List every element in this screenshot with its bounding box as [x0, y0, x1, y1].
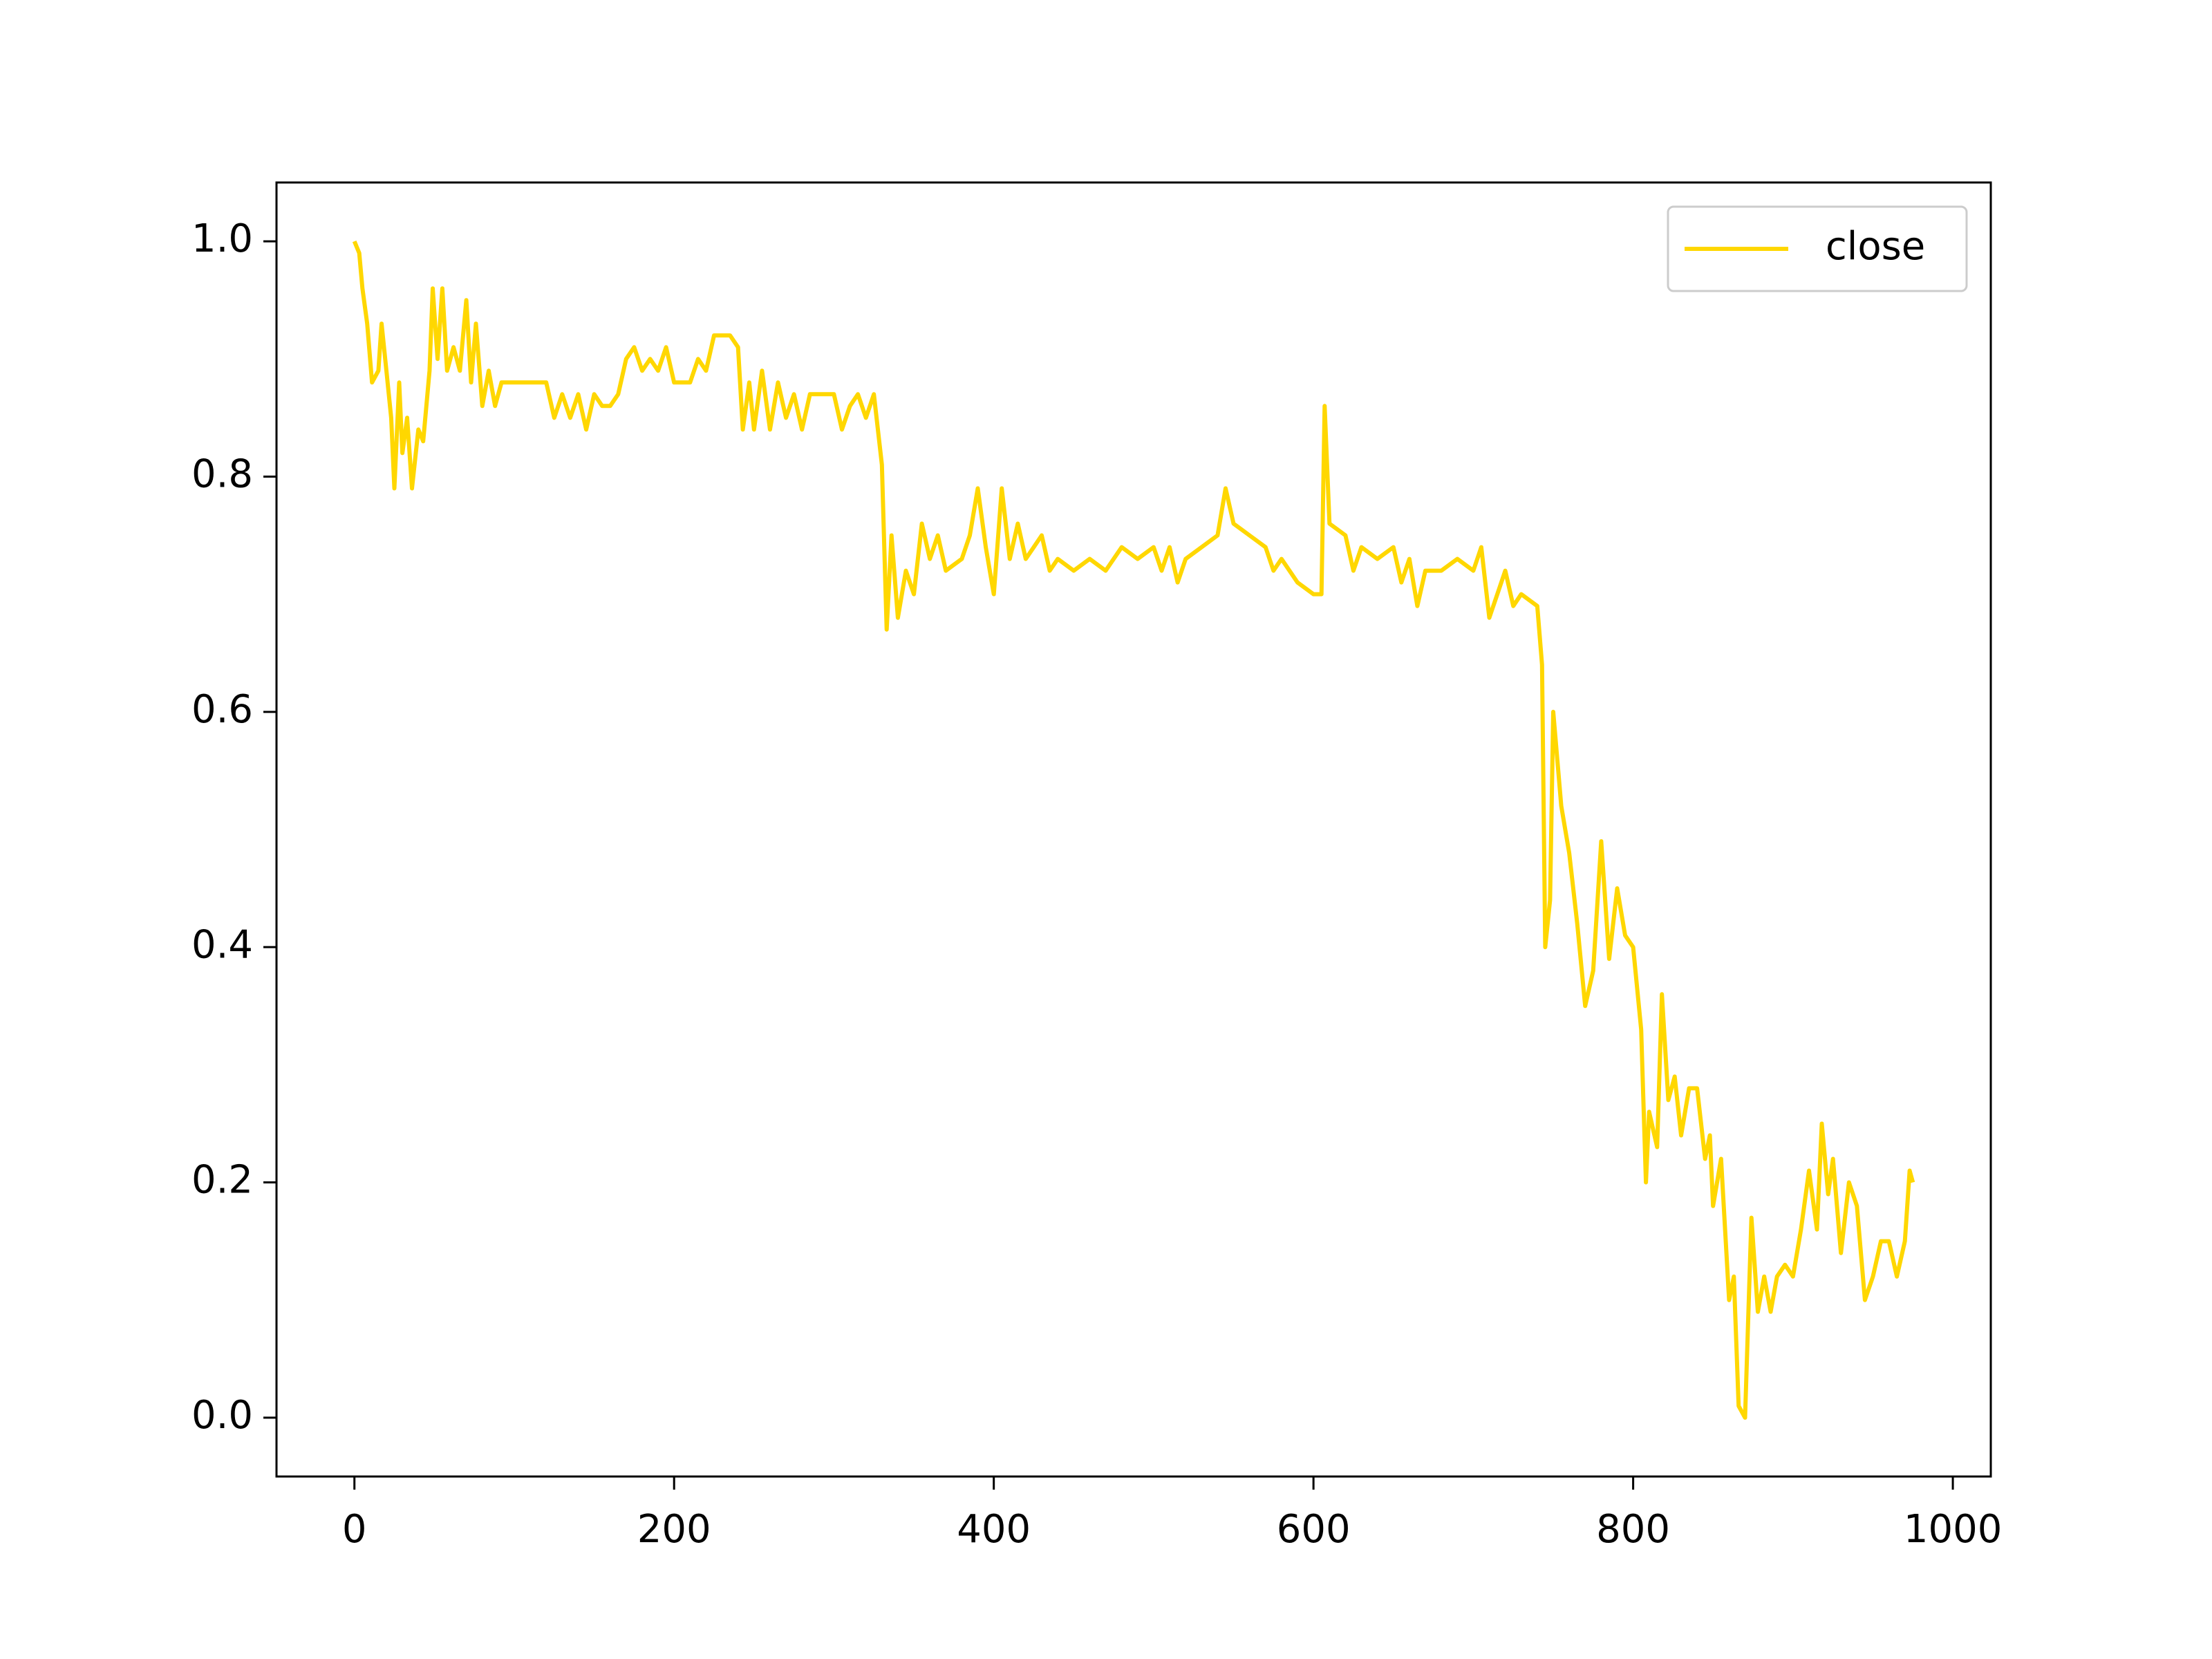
y-tick-label: 0.0 [191, 1393, 253, 1438]
x-tick-label: 0 [342, 1507, 367, 1552]
x-tick-label: 1000 [1904, 1507, 2003, 1552]
axes-frame [275, 181, 1992, 1478]
x-tick-label: 800 [1596, 1507, 1670, 1552]
y-tick-label: 0.6 [191, 687, 253, 732]
y-tick-label: 0.2 [191, 1158, 253, 1203]
legend-box [1667, 205, 1968, 292]
y-tick-label: 0.8 [191, 452, 253, 497]
x-tick-label: 600 [1277, 1507, 1351, 1552]
line-series [352, 240, 1915, 1420]
x-tick-label: 400 [957, 1507, 1031, 1552]
legend-label: close [1826, 224, 1925, 269]
y-tick-label: 1.0 [191, 216, 253, 261]
y-tick-label: 0.4 [191, 922, 253, 967]
x-tick-label: 200 [637, 1507, 711, 1552]
